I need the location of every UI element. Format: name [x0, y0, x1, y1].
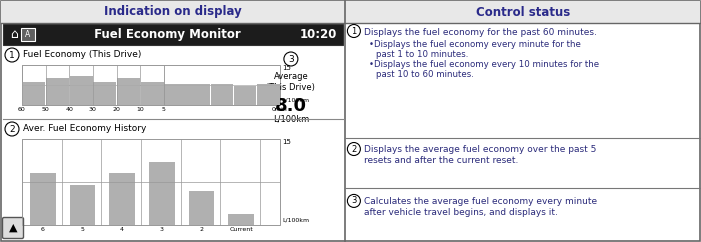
Bar: [22, 65, 280, 105]
Text: 15: 15: [282, 65, 291, 71]
Text: Indication on display: Indication on display: [104, 6, 241, 18]
Text: Control status: Control status: [476, 6, 570, 18]
Bar: [69, 76, 93, 105]
Text: L/100km: L/100km: [282, 98, 309, 103]
Text: 6: 6: [41, 227, 45, 232]
Bar: [229, 213, 254, 225]
Text: 20: 20: [113, 107, 121, 112]
Text: Current: Current: [229, 227, 253, 232]
Text: 10:20: 10:20: [299, 28, 337, 41]
Text: L/100km: L/100km: [273, 114, 309, 123]
Text: Average: Average: [273, 72, 308, 81]
Bar: [93, 82, 116, 105]
Text: 1: 1: [9, 51, 15, 60]
Text: 2: 2: [9, 124, 15, 134]
Text: Displays the average fuel economy over the past 5: Displays the average fuel economy over t…: [364, 145, 597, 154]
Text: •Displays the fuel economy every minute for the: •Displays the fuel economy every minute …: [369, 40, 580, 49]
Text: 30: 30: [89, 107, 97, 112]
Text: 5: 5: [81, 227, 84, 232]
Bar: [210, 84, 233, 105]
Text: A: A: [25, 30, 31, 39]
Text: Fuel Economy (This Drive): Fuel Economy (This Drive): [23, 50, 142, 59]
Text: L/100km: L/100km: [282, 218, 309, 223]
Text: 3: 3: [351, 197, 357, 205]
Text: 3: 3: [288, 54, 294, 63]
Bar: [117, 78, 140, 105]
Bar: [187, 84, 210, 105]
Text: after vehicle travel begins, and displays it.: after vehicle travel begins, and display…: [364, 208, 558, 217]
Circle shape: [5, 122, 19, 136]
Bar: [109, 174, 135, 225]
Bar: [30, 174, 55, 225]
Text: ▲: ▲: [8, 223, 18, 233]
Bar: [233, 86, 257, 105]
Bar: [21, 28, 35, 41]
Text: ⌂: ⌂: [10, 28, 18, 41]
Text: 2: 2: [199, 227, 203, 232]
FancyBboxPatch shape: [3, 218, 24, 239]
Bar: [69, 185, 95, 225]
Circle shape: [348, 24, 360, 38]
Circle shape: [348, 194, 360, 207]
Text: past 10 to 60 minutes.: past 10 to 60 minutes.: [376, 70, 474, 79]
Text: 15: 15: [282, 139, 291, 145]
Text: 60: 60: [18, 107, 26, 112]
Text: (This Drive): (This Drive): [266, 83, 315, 92]
Text: resets and after the current reset.: resets and after the current reset.: [364, 156, 518, 165]
Circle shape: [348, 143, 360, 156]
Text: 2: 2: [351, 144, 357, 153]
Bar: [164, 84, 186, 105]
Text: Fuel Economy Monitor: Fuel Economy Monitor: [90, 28, 241, 41]
Bar: [22, 139, 280, 225]
Bar: [3, 24, 343, 45]
Text: 0min: 0min: [272, 107, 288, 112]
Text: 8.0: 8.0: [275, 97, 307, 115]
Text: 10: 10: [136, 107, 144, 112]
Circle shape: [284, 52, 298, 66]
Text: •Displays the fuel economy every 10 minutes for the: •Displays the fuel economy every 10 minu…: [369, 60, 599, 69]
Bar: [257, 84, 280, 105]
Bar: [140, 82, 163, 105]
Text: 3: 3: [160, 227, 163, 232]
Circle shape: [5, 48, 19, 62]
Text: 4: 4: [120, 227, 124, 232]
Text: 1: 1: [351, 27, 357, 36]
Text: Aver. Fuel Economy History: Aver. Fuel Economy History: [23, 124, 147, 133]
Bar: [1, 1, 345, 23]
Text: 40: 40: [65, 107, 73, 112]
Text: Displays the fuel economy for the past 60 minutes.: Displays the fuel economy for the past 6…: [364, 28, 597, 37]
Bar: [149, 162, 175, 225]
Bar: [46, 78, 69, 105]
Bar: [189, 191, 215, 225]
Text: past 1 to 10 minutes.: past 1 to 10 minutes.: [376, 50, 468, 59]
Text: 50: 50: [42, 107, 50, 112]
Text: Calculates the average fuel economy every minute: Calculates the average fuel economy ever…: [364, 197, 597, 206]
Bar: [22, 82, 46, 105]
Bar: [345, 1, 700, 23]
Text: 5: 5: [162, 107, 165, 112]
